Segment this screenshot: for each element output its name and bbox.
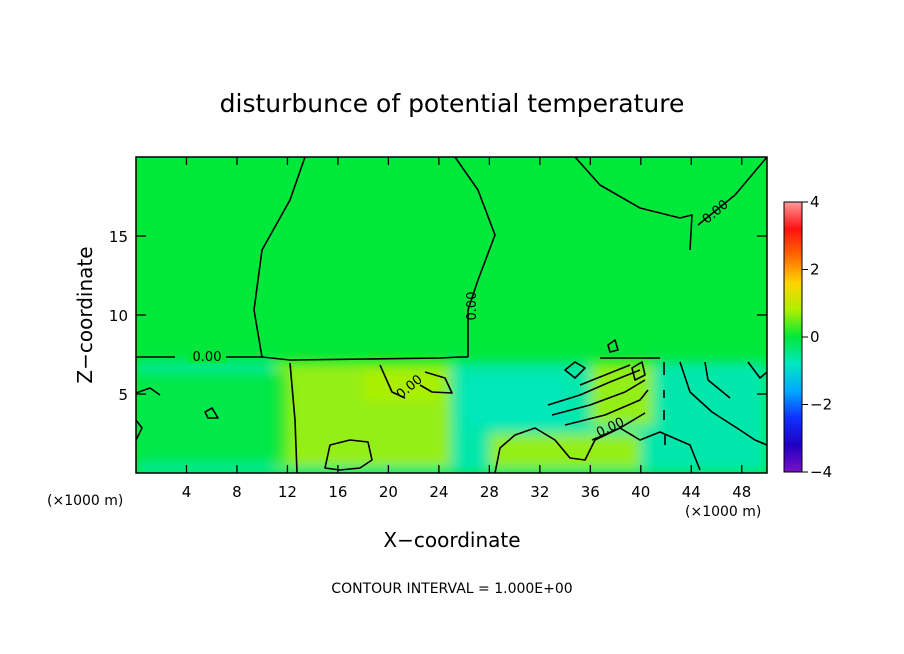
x-tick-label: 44 bbox=[682, 483, 701, 501]
contour-line-upper-right bbox=[574, 157, 767, 251]
x-tick-label: 20 bbox=[379, 483, 398, 501]
x-tick-label: 16 bbox=[328, 483, 347, 501]
contour-label-bg bbox=[188, 349, 226, 363]
contour-lines bbox=[136, 157, 767, 473]
x-axis: 4 8 12 16 20 24 28 32 36 40 44 48 bbox=[182, 157, 751, 501]
contour-line-vertical bbox=[663, 362, 666, 445]
x-tick-label: 12 bbox=[278, 483, 297, 501]
contour-interval-note: CONTOUR INTERVAL = 1.000E+00 bbox=[331, 581, 572, 597]
contour-line-left-small bbox=[136, 387, 219, 441]
contour-line-lower-b bbox=[379, 364, 406, 399]
x-tick-label: 48 bbox=[732, 483, 751, 501]
colorbar-tick-label: −4 bbox=[810, 463, 832, 481]
x-tick-label: 32 bbox=[530, 483, 549, 501]
x-tick-label: 28 bbox=[480, 483, 499, 501]
contour-line-interface bbox=[261, 356, 660, 361]
contour-label: 0.00 bbox=[465, 292, 480, 321]
y-axis-unit: (×1000 m) bbox=[47, 493, 123, 509]
contour-line-right-lobe bbox=[679, 361, 767, 446]
contour-line-lower-d bbox=[324, 439, 373, 471]
contour-label: 0.00 bbox=[193, 350, 222, 365]
chart-title: disturbunce of potential temperature bbox=[220, 89, 685, 118]
y-tick-label: 10 bbox=[109, 307, 128, 325]
x-tick-label: 4 bbox=[182, 483, 192, 501]
colorbar-tick-label: 0 bbox=[810, 328, 820, 346]
y-tick-label: 5 bbox=[118, 386, 128, 404]
contour-line-bottom-bump bbox=[494, 427, 701, 473]
contour-line-lower-c bbox=[419, 371, 453, 394]
x-tick-label: 40 bbox=[631, 483, 650, 501]
x-axis-title: X−coordinate bbox=[383, 528, 520, 552]
x-tick-label: 8 bbox=[232, 483, 242, 501]
colorbar-bar bbox=[783, 201, 803, 473]
value-regions bbox=[136, 362, 767, 473]
colorbar: 4 2 0 −2 −4 bbox=[783, 193, 832, 481]
contour-line-lower-a bbox=[289, 362, 298, 473]
y-tick-label: 15 bbox=[109, 228, 128, 246]
y-axis: 5 10 15 bbox=[109, 228, 767, 404]
colorbar-tick-label: 2 bbox=[810, 261, 820, 279]
x-tick-label: 36 bbox=[581, 483, 600, 501]
contour-line-upper-left bbox=[136, 157, 306, 358]
colorbar-tick-label: −2 bbox=[810, 396, 832, 414]
x-tick-label: 24 bbox=[429, 483, 448, 501]
contour-line-upper-mid bbox=[454, 157, 496, 357]
y-axis-title: Z−coordinate bbox=[73, 246, 97, 383]
colorbar-tick-label: 4 bbox=[810, 193, 820, 211]
contour-line-streaks bbox=[547, 364, 649, 441]
x-axis-unit: (×1000 m) bbox=[685, 504, 761, 520]
plot-area: 0.00 0.00 0.00 0.00 0.00 4 8 12 16 20 24 28 32 3… bbox=[109, 156, 768, 501]
colorbar-ticks: 4 2 0 −2 −4 bbox=[802, 193, 832, 481]
contour-line-loops bbox=[564, 339, 646, 381]
value-region bbox=[464, 378, 566, 426]
